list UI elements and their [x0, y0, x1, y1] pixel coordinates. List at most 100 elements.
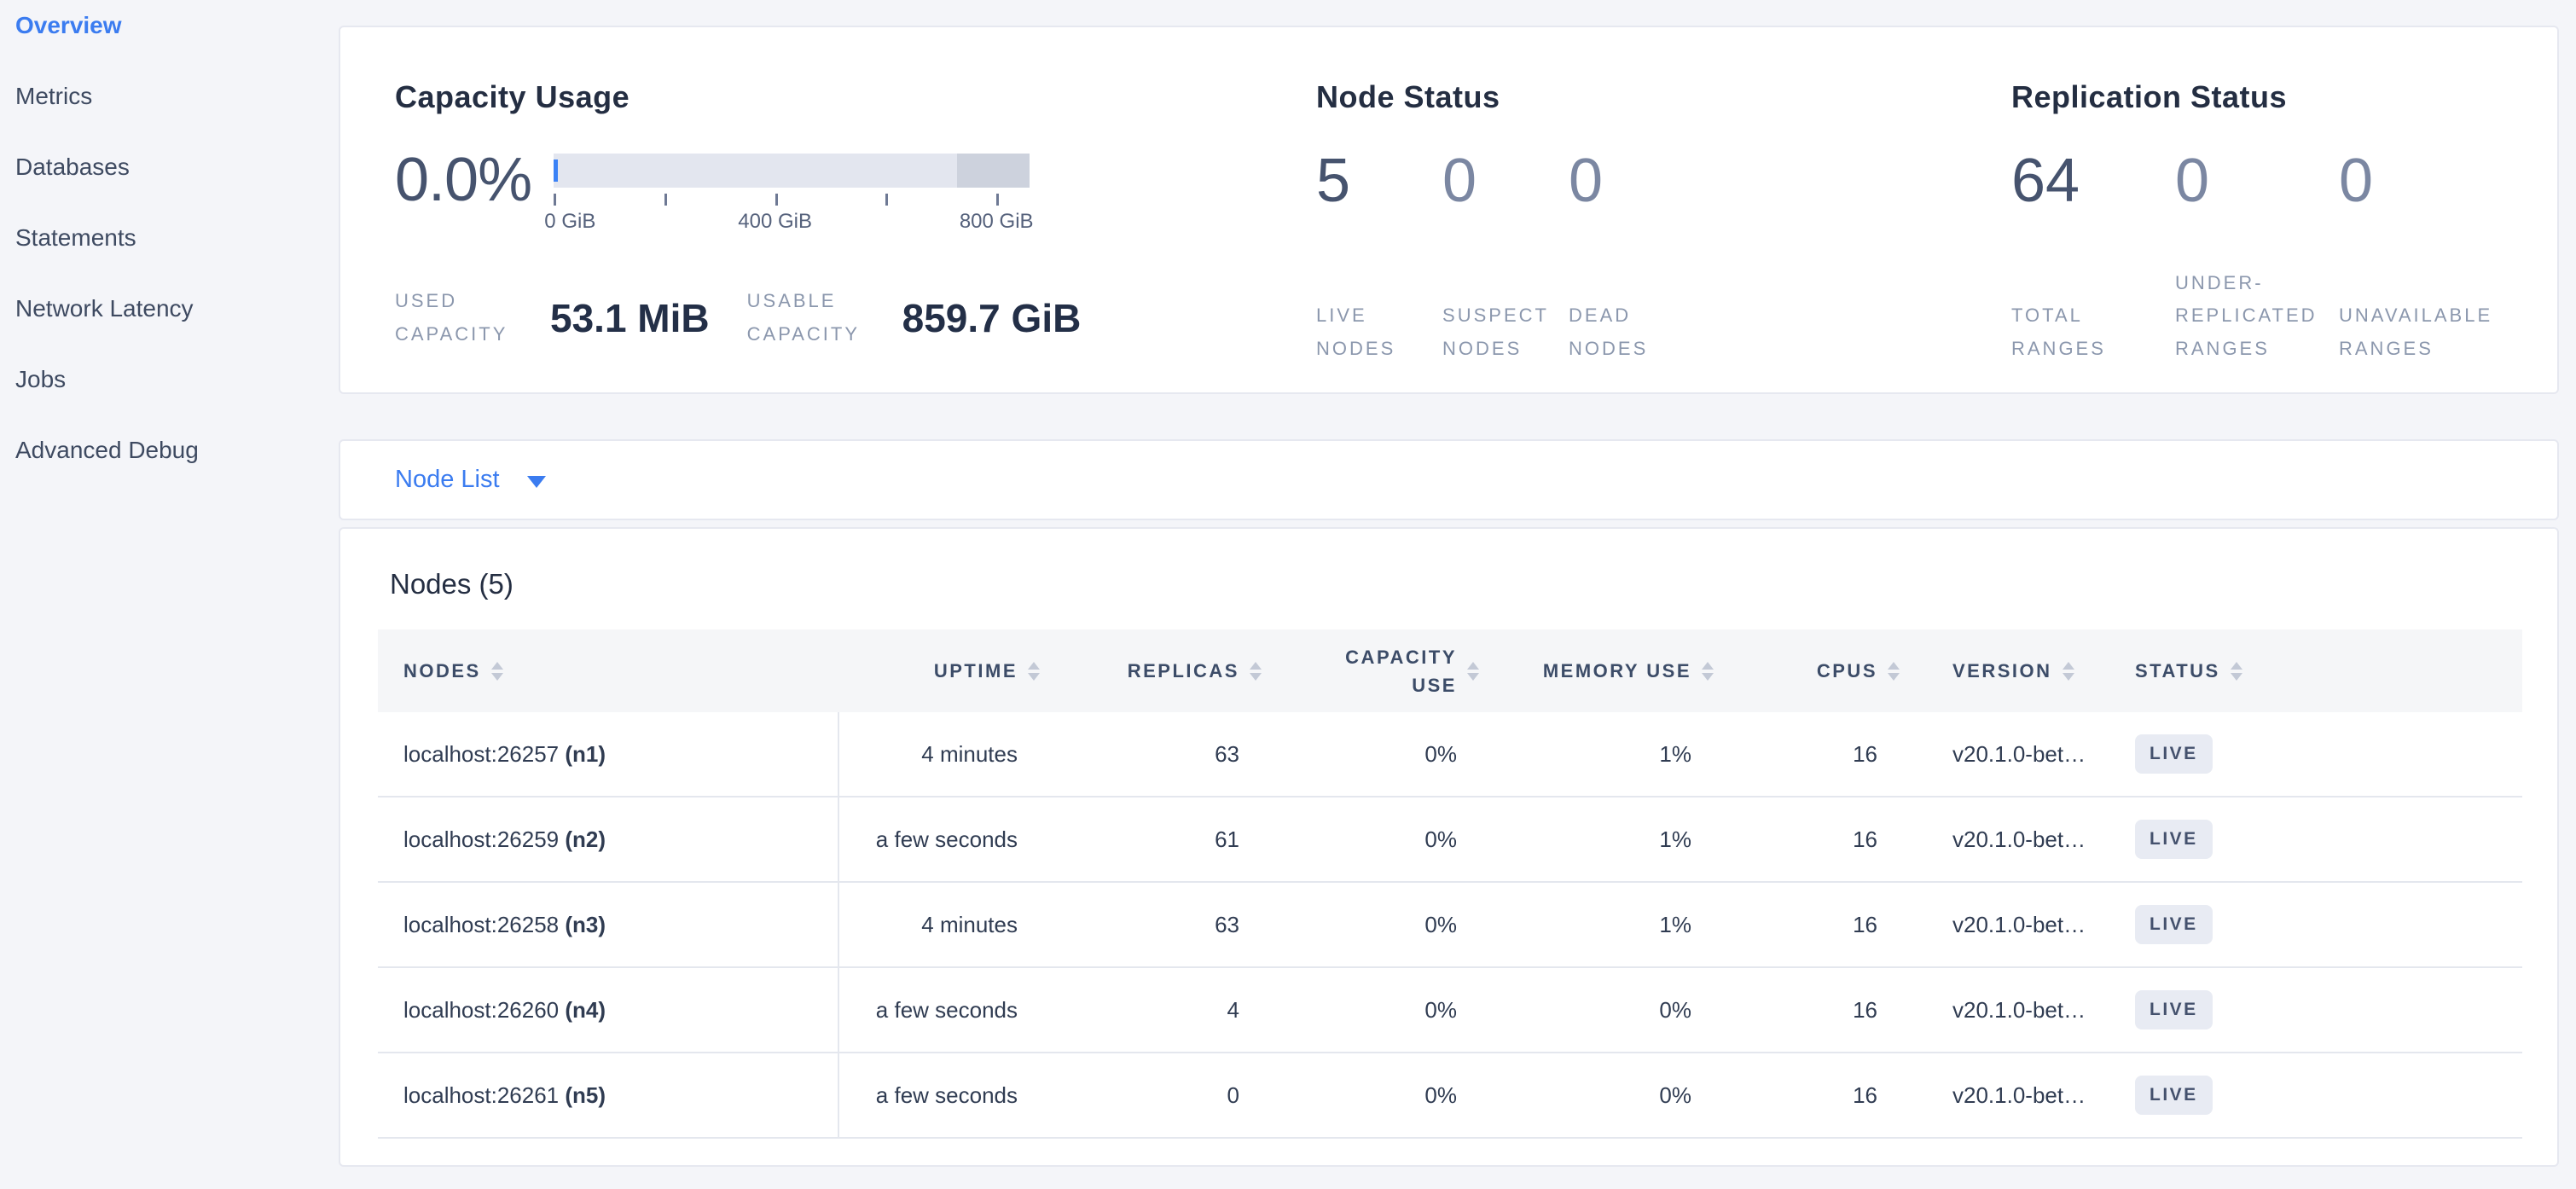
sidebar-item-databases[interactable]: Databases	[0, 145, 339, 189]
cell-capacity_use: 0%	[1273, 797, 1491, 883]
status-badge: LIVE	[2135, 734, 2213, 774]
column-header-replicas[interactable]: REPLICAS	[1052, 629, 1273, 712]
replication-status-stats: 64 TOTAL RANGES 0 UNDER-REPLICATED RANGE…	[2011, 150, 2503, 365]
summary-stat-value: 0	[2339, 147, 2374, 215]
status-badge: LIVE	[2135, 905, 2213, 944]
cell-memory_use: 0%	[1491, 1053, 1726, 1139]
cell-status: LIVE	[2116, 967, 2522, 1053]
axis-tick	[996, 194, 1000, 206]
sort-icon	[1888, 661, 1900, 681]
node-address: localhost:26258	[403, 911, 566, 937]
suspect-nodes-stat: 0 SUSPECT NODES	[1442, 150, 1569, 365]
capacity-stat-value: 859.7 GiB	[902, 295, 1082, 340]
sidebar-item-metrics[interactable]: Metrics	[0, 74, 339, 119]
cell-node[interactable]: localhost:26259 (n2)	[378, 797, 839, 883]
replication-status-section: Replication Status 64 TOTAL RANGES 0 UND…	[2011, 78, 2503, 392]
cell-node[interactable]: localhost:26258 (n3)	[378, 882, 839, 968]
summary-stat-value: 0	[1442, 147, 1477, 215]
column-header-memory_use[interactable]: MEMORY USE	[1491, 629, 1726, 712]
cell-version: v20.1.0-bet…	[1912, 882, 2116, 968]
sidebar-item-advanced-debug[interactable]: Advanced Debug	[0, 428, 339, 473]
column-header-label: NODES	[403, 659, 481, 682]
sidebar-item-label: Overview	[15, 12, 122, 38]
cell-cpus: 16	[1726, 1053, 1912, 1139]
cell-status: LIVE	[2116, 882, 2522, 968]
cell-replicas: 63	[1052, 712, 1273, 798]
capacity-axis-ticks	[554, 194, 1030, 206]
main-content: Capacity Usage 0.0% 0 GiB 400 GiB 800 GiB …	[339, 0, 2559, 1167]
column-header-label: VERSION	[1952, 659, 2052, 682]
summary-stat-label: UNAVAILABLE RANGES	[2339, 304, 2493, 359]
summary-stat-value: 64	[2011, 147, 2080, 215]
capacity-bar-used-marker	[554, 160, 559, 182]
sort-icon	[1467, 661, 1479, 681]
table-row: localhost:26257 (n1) 4 minutes 63 0% 1% 16 v20…	[378, 712, 2522, 798]
status-badge: LIVE	[2135, 1076, 2213, 1115]
capacity-used-percent: 0.0%	[395, 146, 532, 214]
capacity-stat-label: USABLE CAPACITY	[746, 290, 861, 345]
replication-status-title: Replication Status	[2011, 79, 2288, 114]
cell-status: LIVE	[2116, 712, 2522, 798]
capacity-stat-label: USED CAPACITY	[395, 290, 508, 345]
cell-memory_use: 0%	[1491, 967, 1726, 1053]
cell-uptime: a few seconds	[838, 797, 1052, 883]
column-header-version[interactable]: VERSION	[1912, 629, 2116, 712]
cell-capacity_use: 0%	[1273, 882, 1491, 968]
nodes-table: NODES UPTIME REPLICAS CAPACITY USE MEMORY US…	[378, 629, 2522, 1139]
node-list-dropdown[interactable]: Node List	[395, 466, 546, 494]
sort-icon	[1702, 661, 1714, 681]
cell-node[interactable]: localhost:26260 (n4)	[378, 967, 839, 1053]
capacity-bar	[554, 154, 1030, 188]
sort-icon	[490, 661, 503, 681]
under-replicated-ranges-stat: 0 UNDER-REPLICATED RANGES	[2175, 150, 2339, 365]
summary-stat-label: DEAD NODES	[1569, 304, 1649, 359]
sidebar-item-statements[interactable]: Statements	[0, 216, 339, 260]
column-header-status[interactable]: STATUS	[2116, 629, 2522, 712]
capacity-bar-chart: 0 GiB 400 GiB 800 GiB	[544, 154, 1034, 235]
axis-tick	[885, 194, 889, 206]
dead-nodes-stat: 0 DEAD NODES	[1569, 150, 1695, 365]
cell-version: v20.1.0-bet…	[1912, 1053, 2116, 1139]
cell-version: v20.1.0-bet…	[1912, 967, 2116, 1053]
column-header-label: CAPACITY USE	[1345, 646, 1457, 696]
sidebar-item-label: Metrics	[15, 83, 93, 109]
capacity-usage-title: Capacity Usage	[395, 79, 630, 114]
sidebar-item-label: Network Latency	[15, 295, 194, 322]
summary-stat-value: 5	[1316, 147, 1351, 215]
cell-memory_use: 1%	[1491, 797, 1726, 883]
node-id: (n2)	[565, 826, 606, 852]
cell-capacity_use: 0%	[1273, 967, 1491, 1053]
sidebar-item-label: Advanced Debug	[15, 437, 199, 463]
column-header-label: CPUS	[1816, 659, 1877, 682]
node-id: (n4)	[565, 996, 606, 1023]
cell-uptime: a few seconds	[838, 1053, 1052, 1139]
sidebar-item-overview[interactable]: Overview	[0, 3, 339, 48]
axis-tick	[554, 194, 557, 206]
sidebar-item-network-latency[interactable]: Network Latency	[0, 287, 339, 331]
column-header-capacity_use[interactable]: CAPACITY USE	[1273, 629, 1491, 712]
summary-stat-value: 0	[2175, 147, 2210, 215]
cell-cpus: 16	[1726, 882, 1912, 968]
cell-node[interactable]: localhost:26261 (n5)	[378, 1053, 839, 1139]
cell-status: LIVE	[2116, 1053, 2522, 1139]
sidebar: Overview Metrics Databases Statements Ne…	[0, 0, 339, 1189]
column-header-label: STATUS	[2135, 659, 2220, 682]
table-row: localhost:26260 (n4) a few seconds 4 0% 0% 16…	[378, 967, 2522, 1053]
cell-node[interactable]: localhost:26257 (n1)	[378, 712, 839, 798]
sidebar-item-label: Databases	[15, 154, 130, 180]
column-header-cpus[interactable]: CPUS	[1726, 629, 1912, 712]
summary-stat-value: 0	[1569, 147, 1604, 215]
node-address: localhost:26257	[403, 740, 566, 767]
node-address: localhost:26259	[403, 826, 566, 852]
chevron-down-icon	[526, 475, 546, 488]
capacity-axis-labels: 0 GiB 400 GiB 800 GiB	[544, 210, 1033, 235]
nodes-table-header-row: NODES UPTIME REPLICAS CAPACITY USE MEMORY US…	[378, 629, 2522, 712]
unavailable-ranges-stat: 0 UNAVAILABLE RANGES	[2339, 150, 2503, 365]
sidebar-item-jobs[interactable]: Jobs	[0, 357, 339, 402]
column-header-uptime[interactable]: UPTIME	[838, 629, 1052, 712]
capacity-stat-value: 53.1 MiB	[550, 295, 710, 340]
column-header-node[interactable]: NODES	[378, 629, 838, 712]
used-capacity-stat: USED CAPACITY 53.1 MiB	[395, 285, 710, 351]
axis-tick	[775, 194, 778, 206]
table-row: localhost:26259 (n2) a few seconds 61 0% 1% 1…	[378, 797, 2522, 883]
